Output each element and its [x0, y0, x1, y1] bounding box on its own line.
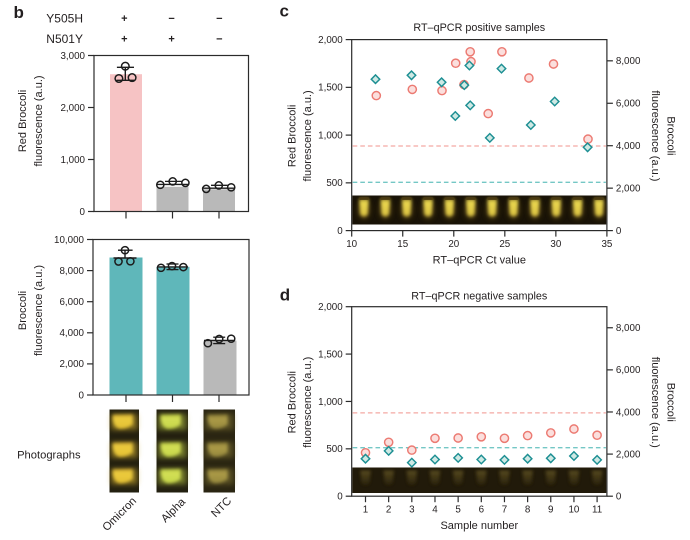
svg-text:1,000: 1,000: [318, 397, 343, 408]
svg-text:500: 500: [326, 444, 343, 455]
svg-text:10: 10: [346, 239, 357, 250]
svg-text:8,000: 8,000: [59, 266, 84, 277]
svg-text:15: 15: [397, 239, 408, 250]
svg-text:RT–qPCR negative samples: RT–qPCR negative samples: [411, 290, 548, 302]
svg-text:10: 10: [568, 505, 579, 516]
svg-text:0: 0: [337, 492, 343, 503]
svg-text:2,000: 2,000: [616, 183, 641, 194]
svg-text:1,000: 1,000: [318, 130, 343, 141]
svg-text:8,000: 8,000: [616, 56, 641, 67]
svg-text:2,000: 2,000: [318, 35, 343, 46]
svg-text:2,000: 2,000: [60, 103, 85, 114]
svg-text:1,500: 1,500: [318, 83, 343, 94]
svg-text:d: d: [280, 285, 290, 304]
svg-text:0: 0: [616, 226, 622, 237]
svg-text:8: 8: [525, 505, 531, 516]
svg-text:fluorescence (a.u.): fluorescence (a.u.): [649, 90, 661, 181]
svg-text:3: 3: [409, 505, 415, 516]
svg-text:RT–qPCR Ct value: RT–qPCR Ct value: [433, 255, 526, 267]
svg-text:Red Broccoli: Red Broccoli: [287, 371, 299, 433]
svg-text:c: c: [280, 2, 289, 21]
svg-text:35: 35: [601, 239, 612, 250]
svg-text:2,000: 2,000: [59, 359, 84, 370]
svg-text:RT–qPCR positive samples: RT–qPCR positive samples: [413, 22, 545, 34]
svg-text:6,000: 6,000: [616, 365, 641, 376]
svg-text:2,000: 2,000: [616, 449, 641, 460]
svg-text:30: 30: [550, 239, 561, 250]
svg-text:10,000: 10,000: [54, 235, 85, 246]
svg-text:9: 9: [548, 505, 553, 516]
svg-text:2,000: 2,000: [318, 302, 343, 313]
svg-text:Red Broccoli: Red Broccoli: [17, 90, 29, 152]
svg-text:4,000: 4,000: [616, 407, 641, 418]
svg-text:11: 11: [592, 505, 602, 516]
svg-text:fluorescence (a.u.): fluorescence (a.u.): [649, 357, 661, 448]
svg-text:+: +: [168, 33, 174, 45]
svg-text:6,000: 6,000: [616, 99, 641, 110]
svg-text:6,000: 6,000: [59, 297, 84, 308]
svg-text:Sample number: Sample number: [440, 520, 518, 532]
svg-text:2: 2: [386, 505, 391, 516]
svg-text:Photographs: Photographs: [17, 449, 81, 461]
svg-text:Broccoli: Broccoli: [665, 383, 677, 422]
svg-text:25: 25: [499, 239, 510, 250]
svg-text:fluorescence (a.u.): fluorescence (a.u.): [33, 75, 45, 166]
svg-text:5: 5: [455, 505, 461, 516]
svg-text:+: +: [121, 13, 127, 25]
svg-text:8,000: 8,000: [616, 323, 641, 334]
svg-text:4,000: 4,000: [616, 141, 641, 152]
svg-text:fluorescence (a.u.): fluorescence (a.u.): [302, 357, 314, 448]
svg-text:+: +: [121, 33, 127, 45]
svg-text:0: 0: [337, 226, 343, 237]
svg-text:500: 500: [326, 178, 343, 189]
svg-text:−: −: [216, 13, 222, 25]
svg-text:Red Broccoli: Red Broccoli: [287, 105, 299, 167]
svg-text:0: 0: [80, 207, 86, 218]
svg-text:N501Y: N501Y: [46, 32, 83, 46]
svg-text:−: −: [168, 13, 174, 25]
svg-text:1,000: 1,000: [60, 155, 85, 166]
svg-text:1: 1: [363, 505, 368, 516]
svg-text:7: 7: [502, 505, 507, 516]
svg-text:0: 0: [616, 492, 622, 503]
svg-text:Broccoli: Broccoli: [665, 116, 677, 155]
svg-text:0: 0: [79, 390, 85, 401]
svg-text:3,000: 3,000: [60, 51, 85, 62]
svg-text:Broccoli: Broccoli: [17, 291, 29, 330]
svg-text:20: 20: [448, 239, 459, 250]
svg-text:−: −: [216, 33, 222, 45]
svg-text:6: 6: [479, 505, 485, 516]
svg-text:4: 4: [432, 505, 438, 516]
svg-text:fluorescence (a.u.): fluorescence (a.u.): [33, 265, 45, 356]
svg-text:4,000: 4,000: [59, 328, 84, 339]
svg-text:fluorescence (a.u.): fluorescence (a.u.): [302, 90, 314, 181]
svg-text:Y505H: Y505H: [46, 12, 83, 26]
svg-text:b: b: [14, 3, 24, 22]
svg-text:1,500: 1,500: [318, 349, 343, 360]
